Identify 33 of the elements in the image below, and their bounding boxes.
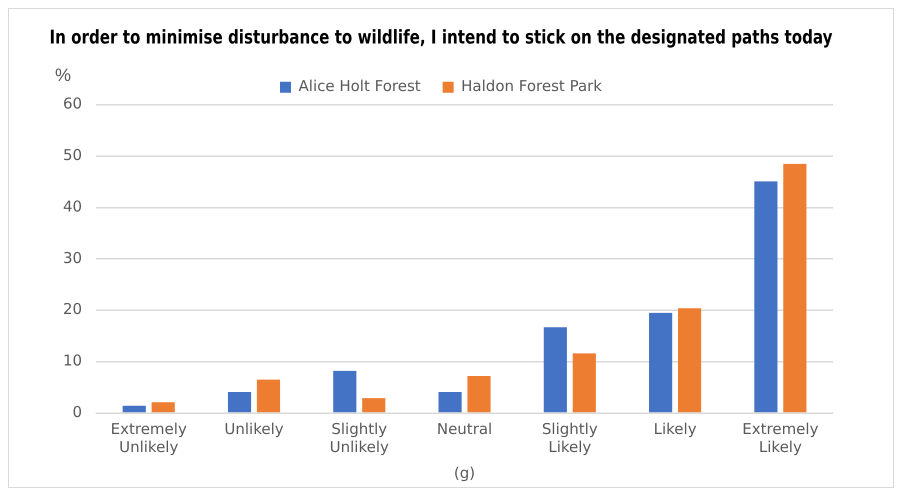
y-tick-label: 10 — [62, 352, 82, 370]
x-tick-label: Slightly Likely — [542, 420, 598, 456]
bar — [783, 164, 806, 412]
y-tick-label: 30 — [62, 248, 82, 267]
x-tick-label: Extremely Likely — [742, 420, 819, 456]
legend-label: Alice Holt Forest — [298, 77, 421, 96]
bar — [333, 370, 356, 412]
bar — [122, 406, 146, 412]
x-tick-label: Unlikely — [224, 420, 284, 438]
bar — [362, 398, 386, 412]
y-tick-label: 40 — [62, 197, 82, 216]
x-tick-label: Neutral — [436, 420, 492, 438]
y-tick-label: 0 — [72, 402, 82, 421]
bar — [152, 402, 175, 412]
bar — [754, 181, 778, 412]
bar — [256, 380, 280, 412]
bar — [678, 308, 702, 412]
legend-label: Haldon Forest Park — [461, 77, 602, 96]
x-tick-label: Likely — [654, 420, 697, 438]
y-tick-label: 20 — [62, 300, 82, 318]
x-tick-label: Extremely Unlikely — [110, 420, 187, 456]
y-tick-label: 50 — [62, 146, 82, 164]
bar — [438, 392, 462, 412]
y-tick-label: 60 — [62, 94, 82, 113]
y-axis-title: % — [54, 64, 72, 85]
bar — [467, 376, 491, 412]
x-axis-title: (g) — [454, 464, 476, 482]
bar — [544, 327, 567, 412]
chart-title: In order to minimise disturbance to wildlife, I intend to stick on the designated paths today — [49, 26, 833, 49]
bar — [649, 312, 672, 412]
bar — [572, 353, 596, 412]
bar — [228, 392, 252, 412]
x-tick-label: Slightly Unlikely — [330, 420, 390, 456]
